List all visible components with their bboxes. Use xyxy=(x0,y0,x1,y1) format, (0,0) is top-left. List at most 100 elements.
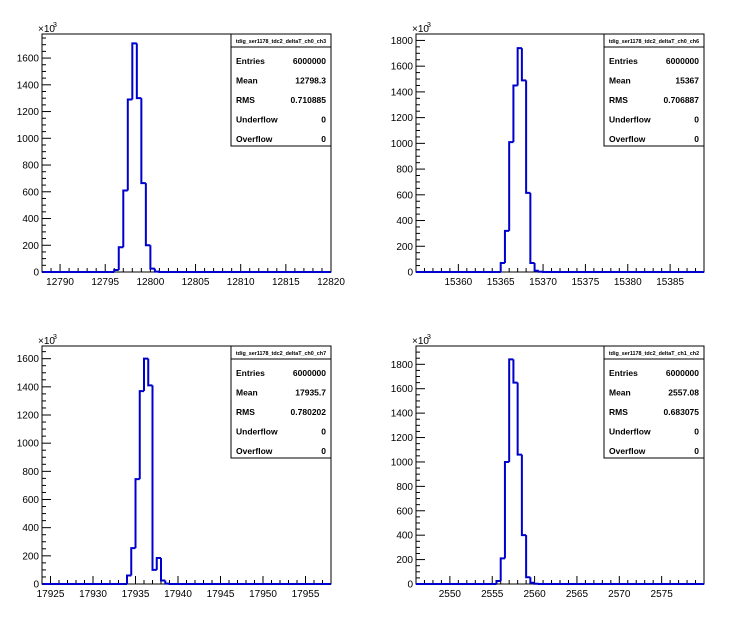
stats-label: Entries xyxy=(236,368,265,378)
stats-value: 17935.7 xyxy=(295,388,326,398)
stats-value: 0 xyxy=(321,427,326,437)
stats-label: Entries xyxy=(609,368,638,378)
histogram-bin xyxy=(113,268,119,272)
stats-value: 0 xyxy=(694,115,699,125)
stats-value: 0 xyxy=(694,427,699,437)
stats-value: 6000000 xyxy=(293,56,326,66)
stats-box xyxy=(603,345,705,459)
y-tick-label: 200 xyxy=(22,241,39,252)
y-tick-label: 1200 xyxy=(391,433,414,444)
x-tick-label: 12810 xyxy=(227,277,255,288)
histogram-bin xyxy=(499,557,505,581)
stats-box xyxy=(230,345,332,459)
histogram-bin xyxy=(495,579,501,584)
histogram-bin xyxy=(525,80,531,194)
stats-box xyxy=(603,33,705,147)
stats-label: Mean xyxy=(236,76,258,86)
histogram-bin xyxy=(149,245,155,270)
x-tick-label: 15365 xyxy=(487,277,515,288)
histogram-bin xyxy=(153,268,160,273)
histogram-bin xyxy=(126,98,133,191)
histogram-bin xyxy=(537,270,544,273)
stats-value: 6000000 xyxy=(666,368,699,378)
y-tick-label: 0 xyxy=(33,580,39,591)
histogram-bin xyxy=(503,229,510,263)
stats-value: 6000000 xyxy=(666,56,699,66)
histogram-title: tdig_ser1178_tdc2_deltaT_ch0_ch3 xyxy=(236,39,326,45)
y-tick-label: 1000 xyxy=(391,457,414,468)
stats-value: 12798.3 xyxy=(295,76,326,86)
histogram-bin xyxy=(144,183,151,247)
histogram-bin xyxy=(134,478,140,549)
y-tick-label: 1600 xyxy=(391,62,414,73)
y-tick-label: 1800 xyxy=(391,36,414,47)
y-axis-exponent-power: 3 xyxy=(53,334,57,341)
x-tick-label: 2560 xyxy=(523,589,546,600)
y-tick-label: 1200 xyxy=(17,411,40,422)
histogram-bin xyxy=(503,460,510,559)
histogram-panel: 17925 17930 17935 17940 17945 17950 17955 0 200 4… xyxy=(17,334,332,600)
y-tick-label: 400 xyxy=(22,523,39,534)
stats-box xyxy=(230,33,332,147)
stats-value: 0 xyxy=(321,134,326,144)
y-tick-label: 200 xyxy=(396,242,413,253)
x-tick-label: 15370 xyxy=(529,277,557,288)
histogram-bin xyxy=(143,357,149,392)
y-tick-label: 600 xyxy=(22,187,39,198)
y-tick-label: 1600 xyxy=(17,354,40,365)
histogram-title: tdig_ser1178_tdc2_deltaT_ch1_ch2 xyxy=(609,351,699,357)
y-tick-label: 1600 xyxy=(391,384,414,395)
stats-value: 0 xyxy=(694,446,699,456)
stats-label: Underflow xyxy=(609,115,651,125)
x-tick-label: 17950 xyxy=(249,589,277,600)
histogram-bin xyxy=(525,535,531,579)
stats-label: Overflow xyxy=(609,134,646,144)
x-tick-label: 12805 xyxy=(182,277,210,288)
stats-value: 0.780202 xyxy=(291,407,327,417)
stats-label: Underflow xyxy=(236,115,278,125)
histogram-bin xyxy=(160,557,166,582)
y-tick-label: 1600 xyxy=(17,54,40,65)
histogram-bin xyxy=(155,556,161,570)
x-tick-label: 2575 xyxy=(651,589,674,600)
x-tick-label: 17945 xyxy=(207,589,235,600)
histogram-panel: 15360 15365 15370 15375 15380 15385 0 200 400 600… xyxy=(391,22,705,288)
y-tick-label: 200 xyxy=(396,555,413,566)
x-tick-label: 12795 xyxy=(91,277,119,288)
histogram-bin xyxy=(533,582,539,585)
histogram-bin xyxy=(512,84,518,143)
x-tick-label: 12820 xyxy=(317,277,345,288)
y-tick-label: 400 xyxy=(396,531,413,542)
histogram-bin xyxy=(126,574,132,584)
x-tick-label: 2570 xyxy=(608,589,631,600)
stats-value: 0.706887 xyxy=(664,95,700,105)
stats-value: 0.710885 xyxy=(291,95,327,105)
histogram-bin xyxy=(529,192,535,264)
stats-label: Overflow xyxy=(236,134,273,144)
x-tick-label: 2565 xyxy=(566,589,589,600)
x-tick-label: 2550 xyxy=(439,589,462,600)
y-tick-label: 1800 xyxy=(391,360,414,371)
y-tick-label: 200 xyxy=(22,551,39,562)
stats-value: 0 xyxy=(321,115,326,125)
histogram-bin xyxy=(151,385,157,571)
x-tick-label: 17955 xyxy=(292,589,320,600)
y-tick-label: 1000 xyxy=(17,439,40,450)
y-tick-label: 0 xyxy=(33,268,39,279)
histogram-bin xyxy=(138,390,144,480)
histogram-bin xyxy=(533,262,539,272)
y-axis-exponent: ×10 xyxy=(38,24,55,35)
stats-label: RMS xyxy=(236,407,255,417)
y-tick-label: 1400 xyxy=(391,87,414,98)
histogram-bin xyxy=(529,577,535,584)
y-tick-label: 1000 xyxy=(391,139,414,150)
stats-label: Underflow xyxy=(609,427,651,437)
histogram-bin xyxy=(516,382,522,456)
y-axis-exponent-power: 3 xyxy=(427,22,431,29)
x-tick-label: 15385 xyxy=(656,277,684,288)
histogram-bin xyxy=(135,43,142,100)
stats-label: Overflow xyxy=(609,446,646,456)
histogram-bin xyxy=(117,246,124,270)
y-tick-label: 0 xyxy=(407,580,413,591)
histogram-bin xyxy=(508,358,514,462)
